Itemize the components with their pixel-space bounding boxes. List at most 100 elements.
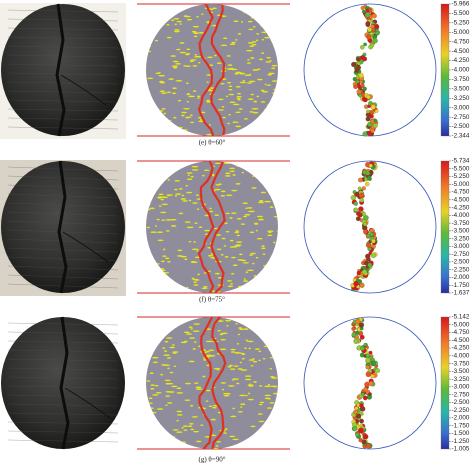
colorbar-label: -1.005 [452, 446, 470, 453]
particle [273, 108, 278, 110]
particle [186, 48, 191, 51]
colorbar-label: -5.500 [452, 165, 470, 172]
particle [176, 20, 182, 23]
particle [236, 343, 240, 345]
particle [221, 105, 225, 108]
particle [226, 324, 229, 327]
particle [271, 80, 278, 82]
colorbar-label: -1.250 [452, 438, 470, 445]
particle [184, 399, 191, 401]
colorbar-label: -4.250 [452, 204, 470, 211]
particle [271, 67, 276, 70]
particle [251, 262, 255, 265]
ae-event [357, 186, 362, 191]
particle [186, 191, 193, 194]
particle [259, 164, 264, 166]
particle [185, 116, 192, 119]
particle [154, 39, 159, 42]
ae-event [362, 131, 368, 137]
particle [227, 122, 230, 125]
particle [174, 180, 181, 182]
particle [233, 20, 239, 23]
particle [241, 357, 245, 360]
colorbar-label: -2.250 [452, 407, 470, 414]
particle [166, 23, 170, 26]
particle [215, 234, 222, 236]
particle [166, 119, 172, 122]
ae-event [370, 252, 377, 258]
particle [162, 173, 166, 176]
particle [194, 222, 198, 224]
particle [227, 385, 235, 387]
colorbar-label: -3.750 [452, 76, 470, 83]
particle [223, 432, 227, 434]
particle [268, 280, 275, 282]
ae-event [360, 345, 365, 351]
particle [234, 39, 238, 41]
particle [250, 57, 255, 59]
particle [258, 323, 262, 325]
colorbar-label: -3.750 [452, 360, 470, 367]
ae-event [351, 332, 357, 337]
particle [161, 203, 168, 206]
particle [251, 175, 258, 177]
particle [232, 407, 235, 410]
particle [172, 6, 179, 9]
colorbar-label: -4.000 [452, 352, 470, 359]
ae-event [363, 387, 368, 392]
bedding [7, 439, 119, 443]
particle [237, 368, 243, 370]
particle [168, 443, 175, 446]
particle [259, 401, 265, 404]
particle [215, 445, 219, 447]
ae-event [360, 5, 365, 11]
particle [260, 191, 267, 194]
particle [171, 385, 178, 388]
particle [263, 130, 271, 132]
particle [176, 410, 183, 413]
ae-event [355, 79, 360, 84]
colorbar-label: -5.000 [452, 181, 470, 188]
colorbar-label: -4.500 [452, 48, 470, 55]
particle [160, 277, 164, 279]
particle [235, 121, 239, 124]
particle [196, 15, 199, 18]
particle [262, 13, 268, 16]
particle [209, 210, 214, 213]
particle [157, 440, 160, 443]
particle [200, 424, 204, 426]
particle [268, 72, 275, 75]
ae-event [359, 334, 365, 340]
particle [180, 255, 187, 258]
particle [242, 328, 249, 330]
particle [262, 357, 266, 360]
particle [239, 328, 244, 331]
particle [159, 125, 163, 127]
particle [255, 229, 258, 232]
particle [152, 259, 156, 262]
particle [180, 198, 187, 200]
ae-event [363, 342, 367, 347]
particle [220, 44, 228, 47]
particle [258, 350, 262, 353]
particle [167, 179, 171, 181]
colorbar-label: -3.250 [452, 235, 470, 242]
fracture-path [197, 161, 215, 293]
fracture-path [197, 4, 215, 136]
particle [247, 98, 254, 101]
particle [200, 111, 206, 114]
particle [204, 169, 210, 172]
particle [228, 364, 234, 367]
bedding [7, 81, 119, 85]
colorbar-label: -2.750 [452, 114, 470, 121]
particle [165, 404, 168, 406]
particle [206, 350, 210, 353]
particle [185, 82, 189, 85]
particle [275, 342, 278, 345]
ae-event [362, 86, 367, 91]
particle [193, 430, 200, 433]
ae-event [373, 123, 378, 129]
ae-event [363, 42, 367, 47]
particle [254, 5, 260, 8]
particle [268, 383, 271, 386]
